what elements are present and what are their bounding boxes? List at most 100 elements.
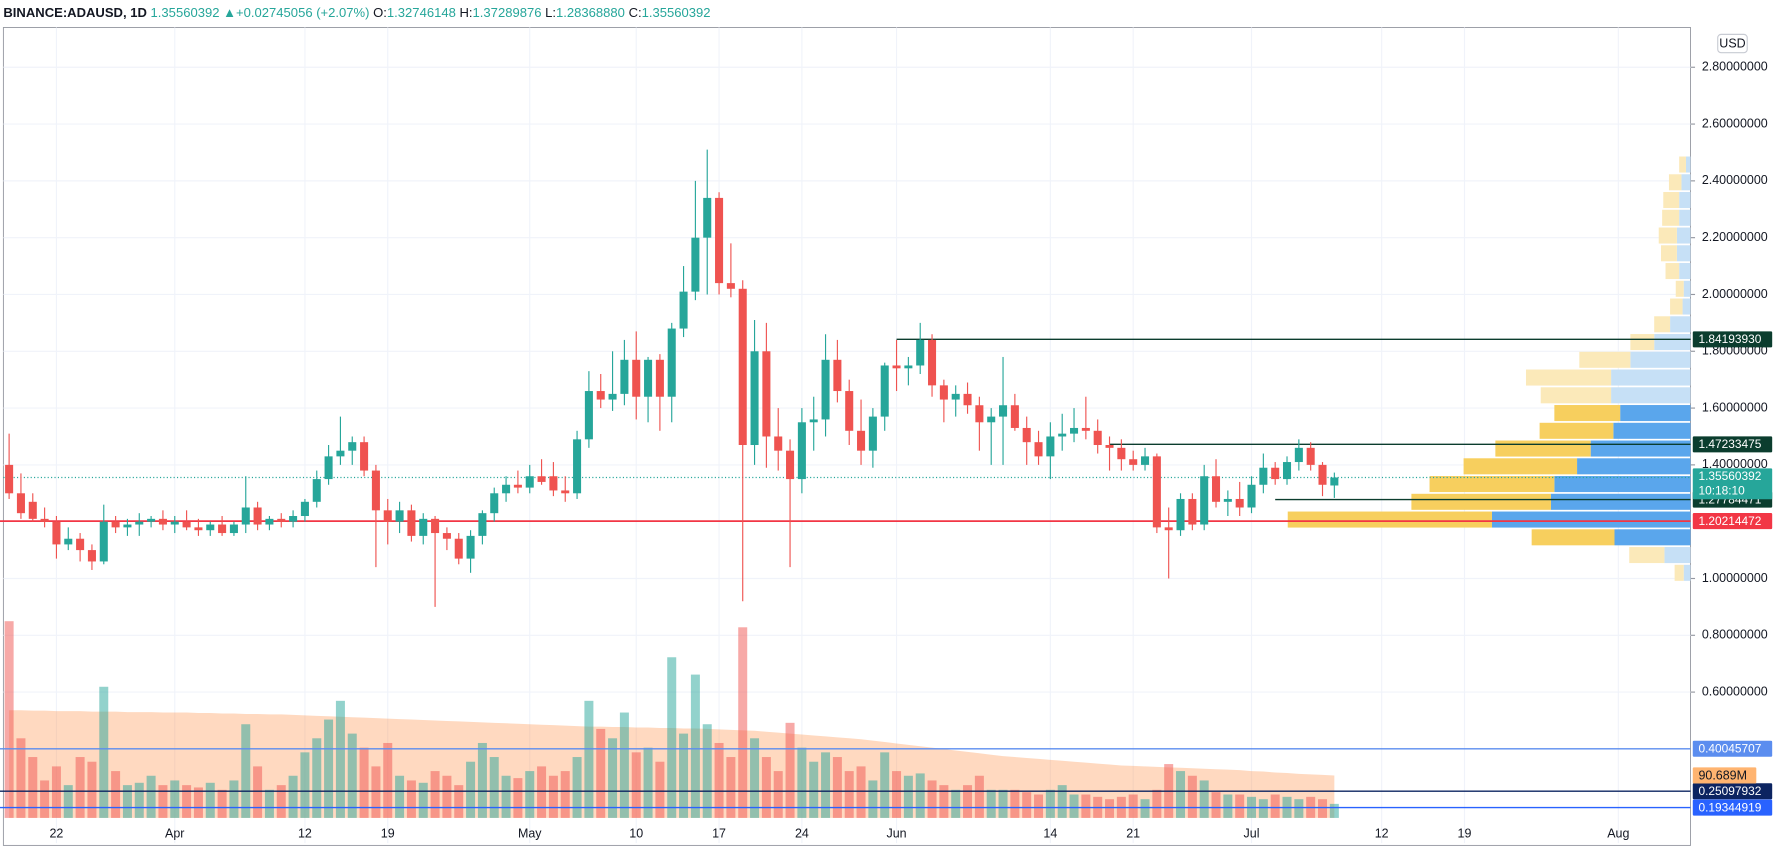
volume-bar	[489, 757, 499, 818]
level-label: 0.19344919	[1698, 800, 1761, 814]
volume-bar	[1045, 789, 1055, 818]
profile-down	[1663, 192, 1680, 209]
candle-body	[797, 422, 806, 480]
candle-body	[277, 518, 286, 522]
profile-down	[1429, 476, 1555, 493]
volume-bar	[418, 782, 428, 818]
field-value: 1.35560392	[642, 5, 711, 20]
last-price: 1.35560392	[151, 5, 220, 20]
candle-body	[99, 521, 108, 562]
volume-bar	[146, 775, 156, 818]
volume-bar	[1270, 794, 1280, 818]
volume-bar	[892, 771, 902, 818]
candle-body	[573, 439, 582, 494]
candle-body	[1294, 447, 1303, 463]
volume-bar	[371, 766, 381, 818]
candle-body	[596, 391, 605, 400]
candle-body	[715, 197, 724, 284]
candle-body	[466, 535, 475, 559]
volume-bar	[40, 780, 50, 818]
candle-body	[1129, 459, 1138, 465]
volume-bar	[655, 761, 665, 818]
candle-body	[431, 518, 440, 534]
volume-bar	[63, 785, 73, 818]
profile-up	[1654, 334, 1691, 351]
x-tick-label: 12	[298, 826, 312, 840]
candle-body	[703, 197, 712, 238]
volume-bar	[1318, 799, 1328, 818]
candle-body	[537, 476, 546, 482]
candle-body	[1176, 498, 1185, 531]
volume-bar	[1235, 794, 1245, 818]
candle-body	[289, 516, 298, 522]
profile-down	[1554, 405, 1621, 422]
candle-body	[1164, 527, 1173, 531]
candle-body	[1211, 476, 1221, 502]
currency[interactable]: USD	[1719, 36, 1745, 50]
volume-bar	[1211, 792, 1221, 818]
volume-bar	[1223, 794, 1233, 818]
profile-up	[1491, 511, 1691, 528]
candle-body	[951, 393, 960, 400]
x-tick-label: Jul	[1244, 826, 1260, 840]
volume-bar	[217, 789, 227, 818]
candle-body	[644, 359, 653, 397]
candle-body	[513, 484, 522, 488]
volume-bar	[679, 733, 689, 818]
x-tick-label: May	[518, 826, 542, 840]
y-tick-label: 1.00000000	[1702, 571, 1768, 585]
candle-body	[1223, 498, 1232, 502]
profile-up	[1620, 405, 1691, 422]
candle-body	[312, 479, 321, 502]
candle-body	[1070, 427, 1079, 434]
volume-bar	[785, 722, 795, 818]
volume-bar	[111, 771, 121, 818]
field-value: 1.28368880	[556, 5, 625, 20]
volume-bar	[193, 787, 203, 818]
volume-bar	[773, 771, 783, 818]
profile-up	[1676, 227, 1691, 244]
volume-bar	[359, 747, 369, 818]
candle-body	[1117, 447, 1126, 460]
candle-body	[371, 470, 380, 511]
volume-bar	[596, 728, 606, 818]
profile-down	[1658, 227, 1677, 244]
volume-bar	[406, 780, 416, 818]
volume-bar	[182, 785, 192, 818]
currency-button[interactable]	[1717, 33, 1748, 54]
profile-up	[1614, 529, 1691, 546]
profile-down	[1539, 422, 1614, 439]
candle-body	[76, 538, 85, 551]
volume-bar	[87, 761, 97, 818]
volume-bar	[844, 771, 854, 818]
volume-bar	[986, 789, 996, 818]
volume-bar	[1258, 799, 1268, 818]
volume-bar	[868, 780, 878, 818]
profile-up	[1611, 387, 1691, 404]
candle-body	[300, 501, 309, 517]
profile-down	[1674, 564, 1684, 581]
volume-bar	[1329, 803, 1339, 818]
candle-body	[632, 359, 641, 397]
volume-bar	[572, 757, 582, 818]
candle-body	[1081, 427, 1090, 431]
candle-body	[833, 359, 842, 392]
candle-body	[135, 521, 144, 525]
volume-bar	[584, 700, 594, 818]
level-label-badge	[1692, 783, 1773, 800]
candle-body	[561, 490, 570, 494]
volume-bar	[608, 738, 618, 818]
y-tick-label: 1.40000000	[1702, 457, 1768, 471]
profile-down	[1665, 263, 1680, 280]
volume-bar	[501, 775, 511, 818]
candle-body	[821, 359, 830, 420]
candle-body	[1010, 405, 1019, 428]
candle-body	[928, 339, 937, 386]
volume-bar	[1294, 799, 1304, 818]
volume-ma-badge	[1692, 767, 1757, 784]
candle-body	[750, 351, 759, 446]
profile-down	[1670, 298, 1683, 315]
candle-body	[762, 351, 771, 437]
x-tick-label: 10	[629, 826, 643, 840]
volume-bar	[335, 700, 345, 818]
